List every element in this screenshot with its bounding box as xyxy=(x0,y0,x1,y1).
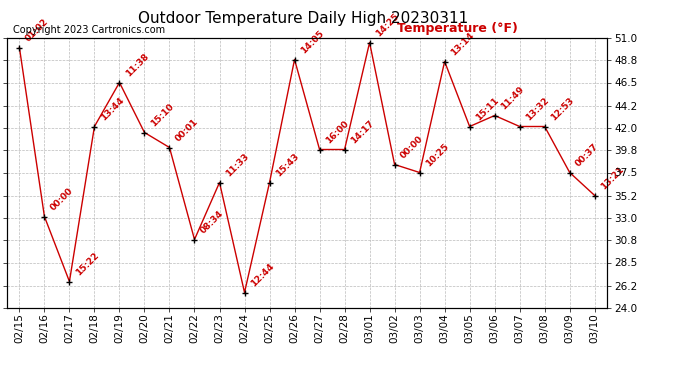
Text: Outdoor Temperature Daily High 20230311: Outdoor Temperature Daily High 20230311 xyxy=(139,11,469,26)
Text: 15:22: 15:22 xyxy=(74,251,100,278)
Text: 08:34: 08:34 xyxy=(199,209,225,236)
Text: Temperature (°F): Temperature (°F) xyxy=(397,22,518,35)
Text: 00:00: 00:00 xyxy=(399,134,425,160)
Text: 15:11: 15:11 xyxy=(474,96,500,122)
Text: 00:01: 00:01 xyxy=(174,117,200,143)
Text: 15:10: 15:10 xyxy=(148,102,175,128)
Text: 00:37: 00:37 xyxy=(574,142,600,168)
Text: 11:33: 11:33 xyxy=(224,152,250,178)
Text: 11:49: 11:49 xyxy=(499,84,526,111)
Text: 14:17: 14:17 xyxy=(348,118,375,146)
Text: 12:44: 12:44 xyxy=(248,261,275,288)
Text: 14:25: 14:25 xyxy=(374,12,400,38)
Text: 14:05: 14:05 xyxy=(299,29,325,56)
Text: 13:21: 13:21 xyxy=(599,165,625,191)
Text: 13:32: 13:32 xyxy=(524,96,551,122)
Text: 13:14: 13:14 xyxy=(448,31,475,57)
Text: Copyright 2023 Cartronics.com: Copyright 2023 Cartronics.com xyxy=(13,25,165,35)
Text: 01:02: 01:02 xyxy=(23,17,50,44)
Text: 10:25: 10:25 xyxy=(424,142,451,168)
Text: 12:53: 12:53 xyxy=(549,96,575,122)
Text: 00:00: 00:00 xyxy=(48,186,75,212)
Text: 13:44: 13:44 xyxy=(99,96,126,122)
Text: 15:43: 15:43 xyxy=(274,152,300,178)
Text: 11:38: 11:38 xyxy=(124,52,150,78)
Text: 16:00: 16:00 xyxy=(324,119,350,146)
